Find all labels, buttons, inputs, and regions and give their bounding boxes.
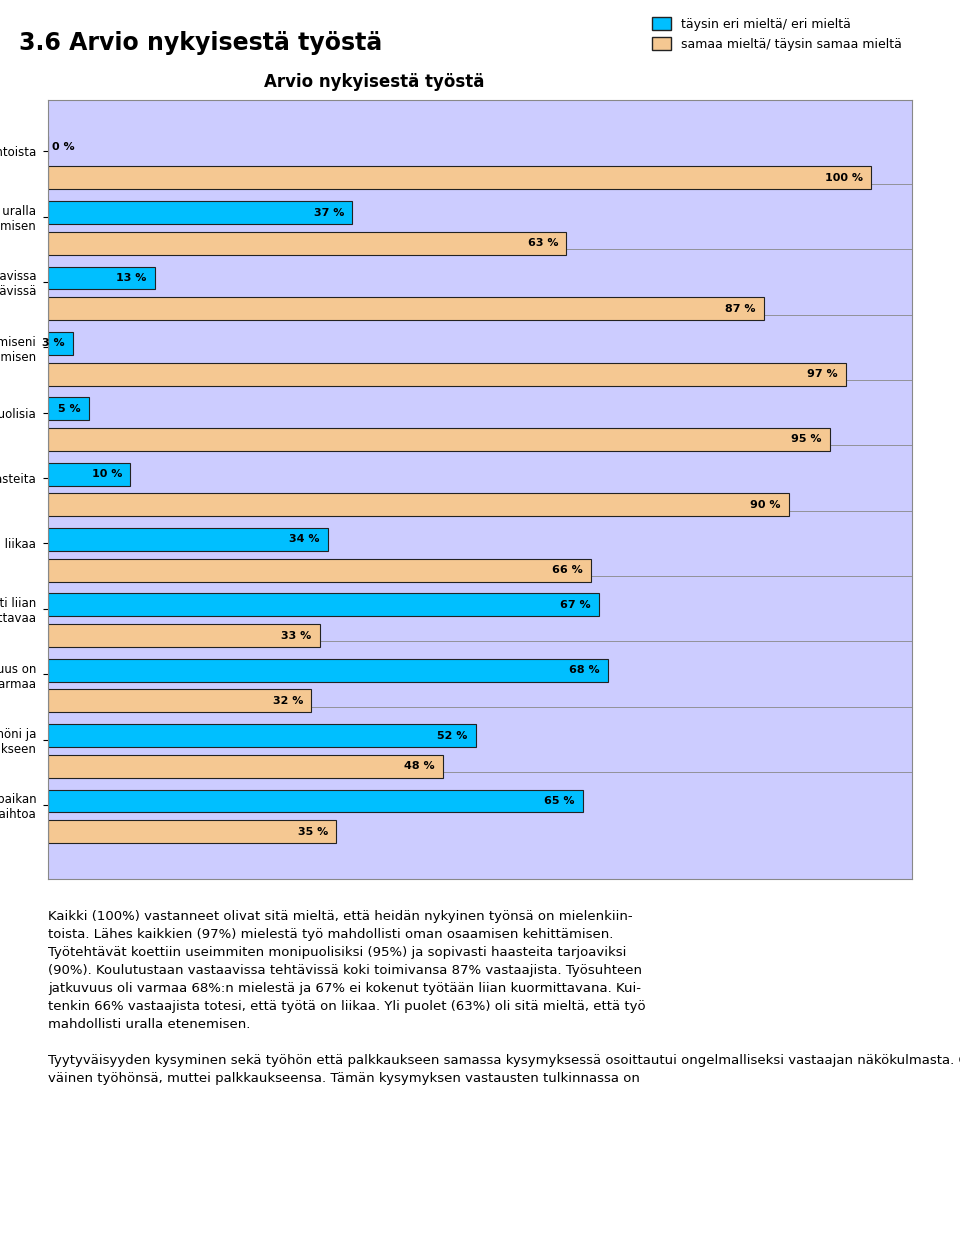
Bar <box>48 558 591 581</box>
Text: 68 %: 68 % <box>568 665 599 675</box>
Text: 48 %: 48 % <box>404 762 435 772</box>
Bar <box>48 167 871 190</box>
Legend: täysin eri mieltä/ eri mieltä, samaa mieltä/ täysin samaa mieltä: täysin eri mieltä/ eri mieltä, samaa mie… <box>649 14 905 54</box>
Text: 34 %: 34 % <box>289 535 320 545</box>
Text: 0 %: 0 % <box>52 142 75 152</box>
Bar <box>48 821 336 843</box>
Text: 3.6 Arvio nykyisestä työstä: 3.6 Arvio nykyisestä työstä <box>19 31 382 55</box>
Bar <box>48 201 352 225</box>
Text: 67 %: 67 % <box>561 600 591 610</box>
Bar <box>48 428 829 451</box>
Bar <box>48 528 327 551</box>
Bar <box>48 754 443 778</box>
Text: Kaikki (100%) vastanneet olivat sitä mieltä, että heidän nykyinen työnsä on miel: Kaikki (100%) vastanneet olivat sitä mie… <box>48 910 960 1084</box>
Bar <box>48 789 583 812</box>
Bar <box>48 232 566 255</box>
Bar <box>48 331 73 355</box>
Bar <box>48 724 476 747</box>
Bar <box>48 624 320 648</box>
Text: 87 %: 87 % <box>725 304 756 314</box>
Bar <box>48 266 155 290</box>
Bar <box>48 689 311 713</box>
Bar <box>48 659 608 681</box>
Text: 13 %: 13 % <box>116 272 147 282</box>
Text: 33 %: 33 % <box>281 630 311 640</box>
Text: 95 %: 95 % <box>791 434 822 444</box>
Bar <box>48 297 764 320</box>
Bar <box>48 463 131 486</box>
Text: 97 %: 97 % <box>807 369 838 379</box>
Text: 37 %: 37 % <box>314 207 345 217</box>
Text: Arvio nykyisestä työstä: Arvio nykyisestä työstä <box>264 73 485 90</box>
Text: 3 %: 3 % <box>42 339 64 349</box>
Text: 90 %: 90 % <box>750 499 780 510</box>
Bar <box>48 398 89 420</box>
Text: 66 %: 66 % <box>552 565 583 575</box>
Bar <box>48 594 599 616</box>
Text: 52 %: 52 % <box>438 730 468 740</box>
Text: 65 %: 65 % <box>544 796 575 806</box>
Text: 32 %: 32 % <box>273 697 303 707</box>
Text: 35 %: 35 % <box>298 827 327 837</box>
Text: 10 %: 10 % <box>92 469 122 479</box>
Text: 5 %: 5 % <box>59 404 81 414</box>
Bar <box>48 363 846 385</box>
Text: 63 %: 63 % <box>528 238 558 248</box>
Bar <box>48 493 788 516</box>
Text: 100 %: 100 % <box>825 173 863 183</box>
